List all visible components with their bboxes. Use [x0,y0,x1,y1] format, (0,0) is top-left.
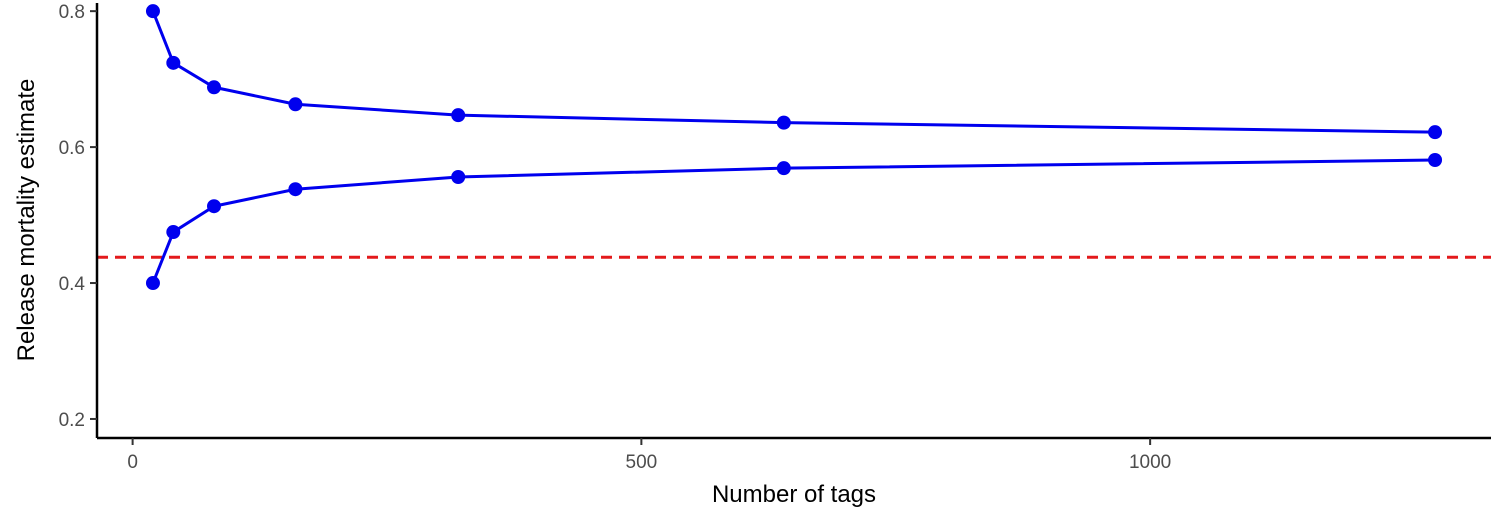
y-tick-label: 0.2 [59,410,85,431]
series-1-point [1428,125,1443,140]
y-tick-label: 0.6 [59,138,85,159]
y-tick-label: 0.4 [59,274,86,295]
series-1-point [776,115,791,130]
series-1-point [145,4,160,19]
x-axis-title: Number of tags [712,481,876,508]
series-2-point [451,170,466,184]
series-2-point [1428,153,1443,168]
series-2-line [151,158,1437,285]
series-1-point [288,97,303,112]
series-1-point [207,80,222,95]
y-axis-title: Release mortality estimate [13,79,40,362]
x-tick-label: 0 [127,452,138,473]
plot-area [97,4,1491,291]
series-2-point [776,161,791,176]
series-1-point [166,55,181,70]
x-tick-label: 500 [626,452,658,473]
x-tick-label: 1000 [1129,452,1171,473]
series-1-line [151,9,1437,134]
series-2-point [288,182,303,197]
y-tick-label: 0.8 [59,2,85,23]
series-1-point [451,108,466,123]
ticks: 0.2 0.4 0.6 0.8 0 500 1000 [59,2,1172,473]
series-2-point [207,199,222,214]
series-2-point [145,276,160,291]
series-2-point [166,225,181,240]
axes [95,3,1491,440]
